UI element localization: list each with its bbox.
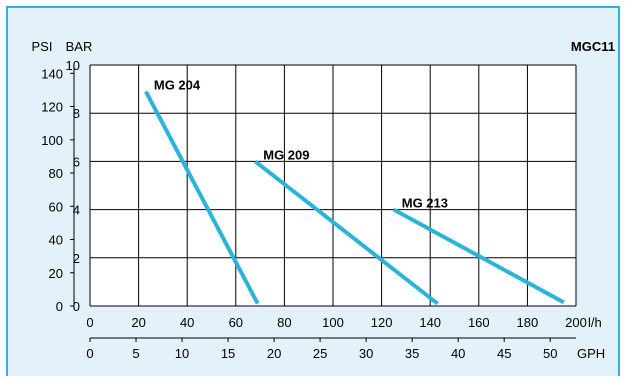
lh-tick-label: 20 (131, 315, 145, 330)
lh-tick-label: 60 (229, 315, 243, 330)
lh-axis-title: l/h (588, 315, 602, 330)
lh-tick-label: 200 (565, 315, 587, 330)
psi-tick-label: 40 (49, 233, 63, 248)
grid (89, 64, 577, 307)
gph-tick-label: 20 (267, 346, 281, 361)
lh-tick-label: 100 (322, 315, 344, 330)
axes (70, 65, 576, 342)
psi-tick-label: 60 (49, 199, 63, 214)
psi-tick-label: 20 (49, 266, 63, 281)
psi-tick-label: 140 (41, 66, 63, 81)
lh-tick-label: 140 (419, 315, 441, 330)
series-label-mg-209: MG 209 (263, 147, 309, 162)
psi-tick-label: 0 (56, 299, 63, 314)
series-line-mg-204 (144, 90, 260, 305)
chart-title: MGC11 (571, 39, 615, 54)
gph-tick-label: 15 (221, 346, 235, 361)
gph-tick-label: 5 (132, 346, 139, 361)
lh-tick-label: 40 (180, 315, 194, 330)
psi-axis-title: PSI (32, 39, 53, 54)
bar-tick-label: 8 (73, 106, 80, 121)
gph-tick-label: 50 (543, 346, 557, 361)
bar-tick-label: 4 (73, 203, 80, 218)
lh-tick-label: 180 (517, 315, 539, 330)
series: MG 204 MG 209 MG 213 (144, 78, 565, 306)
gph-tick-label: 40 (451, 346, 465, 361)
gph-tick-label: 45 (497, 346, 511, 361)
lh-tick-label: 0 (86, 315, 93, 330)
gph-tick-label: 10 (175, 346, 189, 361)
gph-tick-label: 30 (359, 346, 373, 361)
psi-tick-label: 80 (49, 166, 63, 181)
bar-tick-label: 0 (73, 299, 80, 314)
series-label-mg-213: MG 213 (402, 196, 448, 211)
bar-tick-label: 10 (66, 58, 80, 73)
gph-tick-label: 0 (86, 346, 93, 361)
series-line-mg-209 (254, 159, 439, 306)
series-line-mg-213 (392, 207, 565, 305)
psi-tick-label: 120 (41, 100, 63, 115)
lh-tick-label: 80 (277, 315, 291, 330)
gph-tick-label: 25 (313, 346, 327, 361)
lh-tick-label: 160 (468, 315, 490, 330)
series-label-mg-204: MG 204 (154, 78, 201, 93)
psi-tick-label: 100 (41, 133, 63, 148)
gph-tick-label: 35 (405, 346, 419, 361)
bar-tick-label: 2 (73, 251, 80, 266)
bar-tick-label: 6 (73, 154, 80, 169)
lh-tick-label: 120 (371, 315, 393, 330)
bar-axis-title: BAR (66, 39, 93, 54)
gph-axis-title: GPH (577, 346, 605, 361)
